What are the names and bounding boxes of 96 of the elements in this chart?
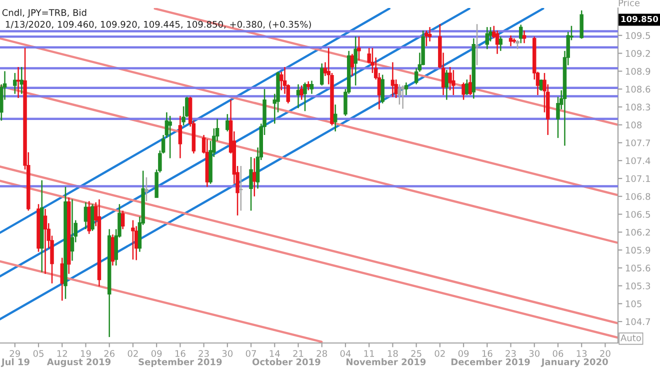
candlestick (465, 78, 469, 96)
x-tick-label: 07 (246, 350, 256, 357)
y-tick-label: 106.8 (626, 193, 650, 200)
candlestick (398, 84, 402, 106)
x-tick-label: 14 (270, 350, 280, 357)
candlestick (580, 10, 584, 40)
candlestick (43, 208, 48, 274)
x-tick-label: 18 (388, 350, 398, 357)
candlestick (280, 71, 284, 91)
x2-tick-label: August 2019 (46, 358, 111, 368)
y-tick-label: 105 (626, 300, 642, 308)
candlestick (400, 84, 405, 110)
x-tick-label: 09 (458, 350, 469, 357)
x2-tick-label: January 2020 (540, 358, 608, 368)
y-tick-label: 107.4 (626, 157, 650, 164)
candlestick (178, 115, 182, 159)
candlestick (475, 23, 479, 66)
candlestick (252, 158, 256, 197)
candlestick (424, 30, 428, 47)
y-tick-label: 106.5 (626, 210, 650, 218)
x-tick-label: 11 (364, 350, 374, 357)
x-tick-label: 20 (600, 350, 610, 357)
candlestick (354, 36, 358, 86)
candlestick (448, 66, 452, 91)
candlestick (380, 74, 384, 104)
candlestick (168, 115, 172, 159)
y-tick-label: 104.7 (626, 318, 650, 326)
text: Auto (620, 334, 641, 342)
x-tick-label: 16 (175, 350, 186, 357)
y-tick-label: 105.6 (626, 264, 650, 272)
x-tick-label: 13 (576, 350, 587, 357)
candlestick (239, 165, 243, 212)
candlestick (333, 104, 338, 132)
candlestick (249, 156, 253, 212)
x-tick-label: 29 (10, 350, 20, 357)
y-tick-label: 108.6 (626, 86, 650, 93)
y-tick-label: 109.2 (626, 50, 650, 57)
x2-tick-label: December 2019 (451, 358, 530, 366)
candlestick (522, 30, 526, 44)
y-tick-label: 107.7 (626, 139, 650, 146)
x-tick-label: 06 (552, 350, 564, 357)
x2-tick-label: Jul 19 (0, 358, 30, 367)
y-tick-label: 108.3 (626, 104, 650, 111)
x-tick-label: 12 (57, 350, 67, 357)
candlestick (226, 113, 230, 132)
candlestick (13, 72, 17, 94)
candlestick (508, 34, 513, 47)
x-tick-label: 09 (151, 350, 162, 357)
candlestick (310, 80, 314, 94)
candlestick (390, 62, 395, 98)
candlestick (519, 24, 523, 44)
text: 109.850 (621, 16, 658, 22)
candlestick (495, 30, 500, 55)
candlestick (87, 200, 91, 235)
y-tick-label: 108.9 (626, 68, 650, 75)
x-tick-label: 28 (316, 350, 327, 357)
x2-tick-label: September 2019 (138, 358, 222, 368)
x-tick-label: 30 (529, 350, 540, 357)
candlestick (70, 198, 74, 262)
x-tick-label: 05 (33, 350, 44, 357)
candlestick (498, 36, 503, 52)
candlestick (320, 62, 324, 86)
x-tick-label: 21 (293, 350, 304, 357)
y-tick-label: 106.2 (626, 228, 650, 236)
x-tick-label: 23 (198, 350, 209, 357)
x-tick-label: 02 (128, 350, 138, 357)
candlestick (144, 176, 148, 202)
candlestick (462, 82, 466, 100)
y-tick-label: 108 (626, 122, 642, 128)
y-tick-label: 107.1 (626, 175, 650, 182)
x-tick-label: 16 (482, 350, 492, 357)
x-tick-label: 19 (80, 350, 91, 357)
candlestick (404, 82, 408, 96)
chart-title: Cndl, JPY=TRB, Bid (2, 9, 86, 18)
x-tick-label: 26 (104, 350, 115, 357)
candlestick (131, 220, 135, 260)
candlestick (357, 36, 361, 62)
x-tick-label: 30 (222, 350, 233, 357)
candlestick (303, 82, 307, 112)
x2-tick-label: November 2019 (346, 358, 426, 366)
text: 1/13/2020, 109.460, 109.920, 109.445, 109.850, +0.380, (+0.35%) (6, 20, 311, 29)
candlestick (90, 203, 94, 232)
candlestick (300, 84, 304, 100)
candlestick (428, 26, 432, 42)
candlestick (452, 69, 456, 96)
x-tick-label: 04 (340, 350, 351, 357)
x-tick-label: 23 (506, 350, 516, 357)
candlestick (120, 210, 125, 230)
y-tick-label: 105.9 (626, 246, 650, 254)
candlestick (296, 84, 300, 109)
y-tick-label: 109.5 (626, 32, 650, 39)
x-tick-label: 02 (434, 350, 445, 357)
x2-tick-label: October 2019 (252, 358, 320, 366)
x-tick-label: 25 (411, 350, 422, 357)
y-tick-label: 105.3 (626, 282, 650, 290)
candlestick (468, 74, 472, 96)
